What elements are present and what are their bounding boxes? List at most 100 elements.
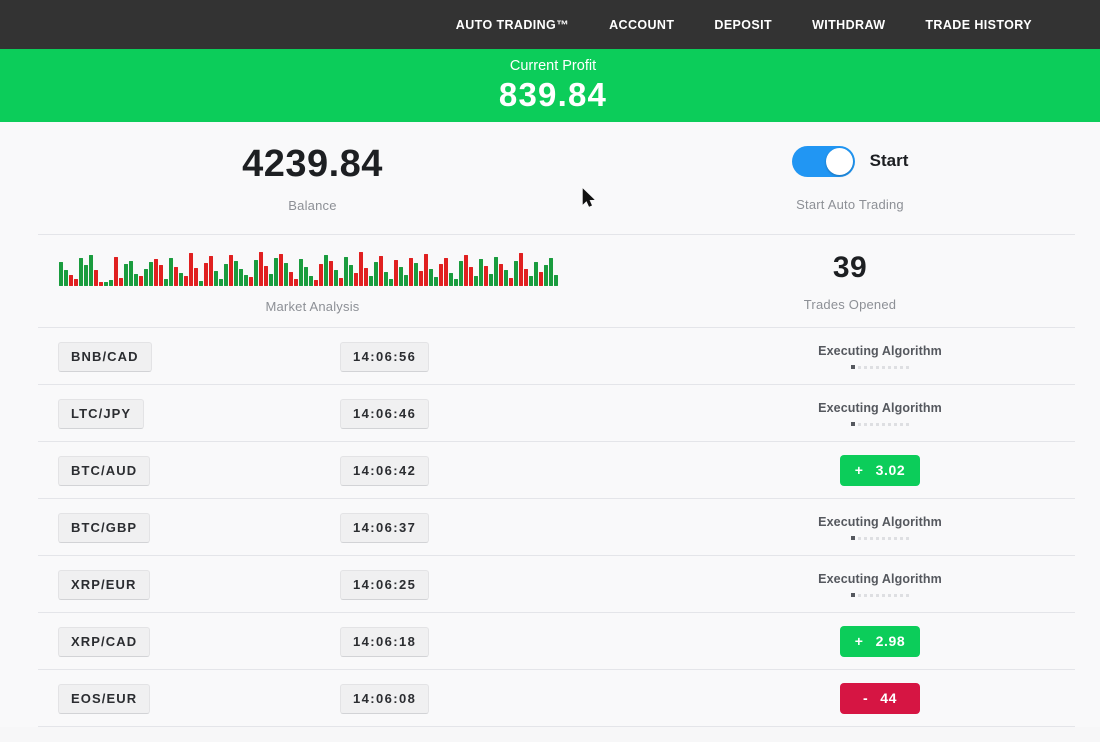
- market-bar: [403, 274, 408, 286]
- market-bar: [373, 262, 378, 286]
- market-analysis-bar-chart: [58, 250, 567, 286]
- table-row[interactable]: LTC/JPY 14:06:46 Executing Algorithm: [0, 385, 1100, 442]
- progress-dot: [876, 422, 879, 426]
- executing-algorithm-label: Executing Algorithm: [818, 571, 942, 586]
- trade-status-cell: Executing Algorithm: [685, 344, 1100, 370]
- nav-account[interactable]: ACCOUNT: [609, 17, 675, 32]
- progress-dot: [894, 365, 897, 369]
- market-bar: [253, 259, 258, 286]
- market-bar: [213, 271, 218, 286]
- row-divider: [38, 498, 1075, 499]
- market-bar: [68, 274, 73, 286]
- market-bar: [368, 276, 373, 286]
- progress-dot: [888, 536, 891, 540]
- balance-caption: Balance: [288, 198, 337, 214]
- market-bar: [363, 268, 368, 286]
- row-divider: [38, 555, 1075, 556]
- market-bar: [488, 274, 493, 286]
- market-bar: [258, 251, 263, 286]
- progress-dot: [864, 365, 867, 369]
- profit-badge: +3.02: [840, 455, 920, 486]
- market-bar: [248, 277, 253, 286]
- market-bar: [458, 261, 463, 286]
- badge-sign: -: [862, 690, 869, 706]
- market-bar: [543, 265, 548, 286]
- market-bar: [103, 282, 108, 286]
- trade-status-cell: -44: [685, 683, 1100, 714]
- progress-dot: [876, 365, 879, 369]
- progress-dot: [906, 365, 909, 369]
- currency-pair-chip: BNB/CAD: [58, 341, 152, 372]
- market-bar: [218, 279, 223, 286]
- market-analysis-stat: Market Analysis: [0, 250, 625, 314]
- market-bar: [523, 268, 528, 286]
- progress-dot: [894, 422, 897, 426]
- nav-withdraw[interactable]: WITHDRAW: [812, 17, 886, 32]
- nav-auto-trading[interactable]: AUTO TRADING™: [455, 17, 570, 32]
- market-bar: [318, 263, 323, 286]
- market-bar: [298, 259, 303, 286]
- market-bar: [293, 278, 298, 286]
- trade-status-cell: +3.02: [685, 455, 1100, 486]
- auto-trading-toggle[interactable]: [791, 145, 855, 177]
- progress-dots: [851, 536, 909, 541]
- progress-dot: [876, 593, 879, 597]
- market-bar: [438, 264, 443, 286]
- market-bar: [178, 272, 183, 286]
- trade-list: BNB/CAD 14:06:56 Executing Algorithm LTC/JP…: [0, 328, 1100, 727]
- trade-timestamp-chip: 14:06:37: [340, 512, 430, 543]
- table-row[interactable]: XRP/EUR 14:06:25 Executing Algorithm: [0, 556, 1100, 613]
- market-bar: [548, 258, 553, 286]
- market-bar: [513, 260, 518, 286]
- trade-timestamp-chip: 14:06:46: [340, 398, 430, 429]
- progress-dot: [894, 536, 897, 540]
- table-row[interactable]: BNB/CAD 14:06:56 Executing Algorithm: [0, 328, 1100, 385]
- nav-trade-history[interactable]: TRADE HISTORY: [925, 17, 1032, 32]
- market-bar: [153, 259, 158, 286]
- trade-timestamp-chip: 14:06:18: [340, 626, 430, 657]
- current-profit-banner: Current Profit 839.84: [0, 49, 1100, 122]
- trade-pair-cell: LTC/JPY: [0, 398, 340, 429]
- current-profit-value: 839.84: [498, 76, 608, 114]
- market-bar: [78, 258, 83, 286]
- table-row[interactable]: XRP/CAD 14:06:18 +2.98: [0, 613, 1100, 670]
- market-bar: [383, 271, 388, 286]
- table-row[interactable]: EOS/EUR 14:06:08 -44: [0, 670, 1100, 727]
- market-bar: [553, 274, 558, 286]
- progress-dot: [858, 593, 861, 597]
- progress-dot: [870, 422, 873, 426]
- stats-section: 4239.84 Balance Start Start Auto Trading…: [0, 122, 1100, 328]
- market-bar: [243, 274, 248, 286]
- balance-stat: 4239.84 Balance: [0, 143, 625, 214]
- market-bar: [63, 270, 68, 286]
- stats-row-market: Market Analysis 39 Trades Opened: [0, 235, 1100, 328]
- progress-dot: [906, 422, 909, 426]
- market-bar: [483, 265, 488, 286]
- nav-deposit[interactable]: DEPOSIT: [714, 17, 773, 32]
- auto-trading-toggle-label: Start: [869, 151, 909, 170]
- market-bar: [533, 262, 538, 286]
- market-bar: [283, 262, 288, 286]
- progress-dots: [851, 593, 909, 598]
- market-bar: [93, 269, 98, 286]
- market-bar: [428, 268, 433, 286]
- currency-pair-chip: XRP/CAD: [58, 626, 151, 657]
- toggle-knob: [825, 147, 853, 175]
- trade-pair-cell: BTC/AUD: [0, 455, 340, 486]
- table-row[interactable]: BTC/GBP 14:06:37 Executing Algorithm: [0, 499, 1100, 556]
- executing-algorithm-label: Executing Algorithm: [818, 514, 942, 529]
- stats-row-balance: 4239.84 Balance Start Start Auto Trading: [0, 122, 1100, 235]
- progress-dot: [851, 422, 855, 427]
- market-bar: [538, 271, 543, 286]
- table-row[interactable]: BTC/AUD 14:06:42 +3.02: [0, 442, 1100, 499]
- badge-amount: 3.02: [875, 462, 906, 478]
- market-bar: [113, 256, 118, 286]
- market-bar: [448, 272, 453, 286]
- market-bar: [273, 257, 278, 286]
- market-bar: [303, 267, 308, 286]
- market-bar: [393, 259, 398, 286]
- currency-pair-chip: BTC/GBP: [58, 512, 151, 543]
- market-bar: [473, 275, 478, 286]
- trade-time-cell: 14:06:37: [340, 512, 685, 543]
- market-bar: [518, 253, 523, 286]
